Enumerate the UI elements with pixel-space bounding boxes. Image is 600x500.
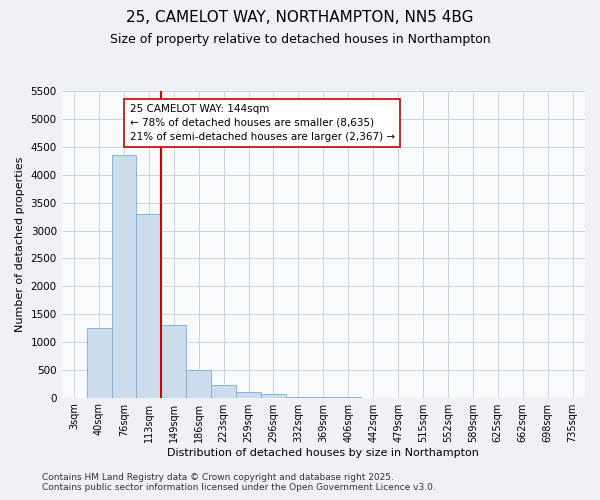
Text: 25 CAMELOT WAY: 144sqm
← 78% of detached houses are smaller (8,635)
21% of semi-: 25 CAMELOT WAY: 144sqm ← 78% of detached… — [130, 104, 395, 142]
Text: Contains HM Land Registry data © Crown copyright and database right 2025.
Contai: Contains HM Land Registry data © Crown c… — [42, 473, 436, 492]
Text: 25, CAMELOT WAY, NORTHAMPTON, NN5 4BG: 25, CAMELOT WAY, NORTHAMPTON, NN5 4BG — [126, 10, 474, 25]
Bar — [286, 396, 311, 398]
Bar — [112, 156, 136, 398]
Bar — [136, 214, 161, 398]
Bar — [261, 394, 286, 398]
Text: Size of property relative to detached houses in Northampton: Size of property relative to detached ho… — [110, 32, 490, 46]
Bar — [86, 328, 112, 398]
Bar — [211, 385, 236, 398]
Bar — [161, 325, 186, 398]
Bar — [236, 392, 261, 398]
X-axis label: Distribution of detached houses by size in Northampton: Distribution of detached houses by size … — [167, 448, 479, 458]
Y-axis label: Number of detached properties: Number of detached properties — [15, 157, 25, 332]
Bar — [186, 370, 211, 398]
